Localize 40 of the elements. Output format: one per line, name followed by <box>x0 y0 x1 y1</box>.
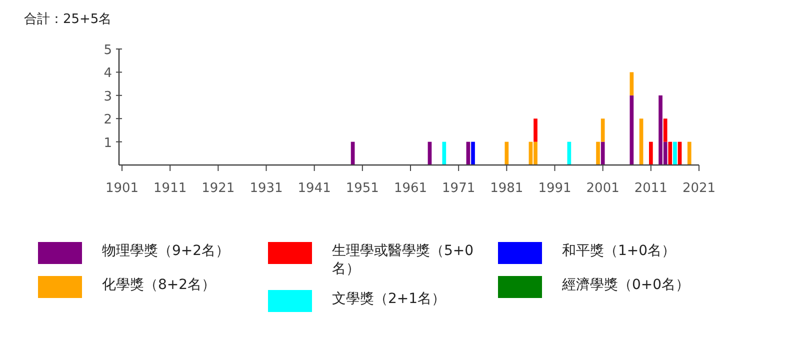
x-tick-label: 1901 <box>105 181 139 196</box>
y-tick-label: 5 <box>104 43 112 58</box>
bar <box>596 142 600 165</box>
y-tick-label: 1 <box>104 136 112 151</box>
bar <box>630 95 634 165</box>
x-tick-label: 1951 <box>346 181 379 196</box>
bar <box>471 142 475 165</box>
x-tick-label: 1991 <box>538 181 572 196</box>
x-tick-label: 1911 <box>154 181 187 196</box>
bar <box>663 118 668 142</box>
x-tick-label: 2011 <box>634 181 668 196</box>
legend-label: 經濟學獎（0+0名） <box>562 276 691 294</box>
x-tick-label: 1931 <box>250 181 283 196</box>
y-tick-label: 3 <box>104 89 112 104</box>
y-tick-label: 4 <box>104 66 112 82</box>
legend-label: 物理學獎（9+2名） <box>102 242 231 260</box>
y-tick-label: 2 <box>104 112 112 128</box>
bar <box>668 142 672 165</box>
bar <box>673 142 677 165</box>
x-tick-label: 1941 <box>298 181 331 196</box>
x-tick-label: 1921 <box>202 181 235 196</box>
bar <box>687 142 692 165</box>
bar <box>639 118 644 165</box>
chart-title: 合計：25+5名 <box>24 11 112 28</box>
legend-label: 生理學或醫學獎（5+0名） <box>332 242 475 278</box>
bar <box>600 142 605 165</box>
x-tick-label: 1971 <box>442 181 476 196</box>
x-tick-label: 1981 <box>490 181 524 196</box>
x-tick-label: 2001 <box>586 181 620 196</box>
bar <box>630 72 634 96</box>
x-tick-label: 2021 <box>682 181 716 196</box>
legend-label: 文學獎（2+1名） <box>332 290 447 308</box>
bar <box>442 142 446 165</box>
bar <box>600 118 605 142</box>
legend-label: 和平獎（1+0名） <box>562 242 677 260</box>
x-tick-label: 1961 <box>394 181 428 196</box>
bar <box>534 118 538 142</box>
bar <box>648 142 653 165</box>
legend-label: 化學獎（8+2名） <box>102 276 217 294</box>
bar <box>504 142 509 165</box>
